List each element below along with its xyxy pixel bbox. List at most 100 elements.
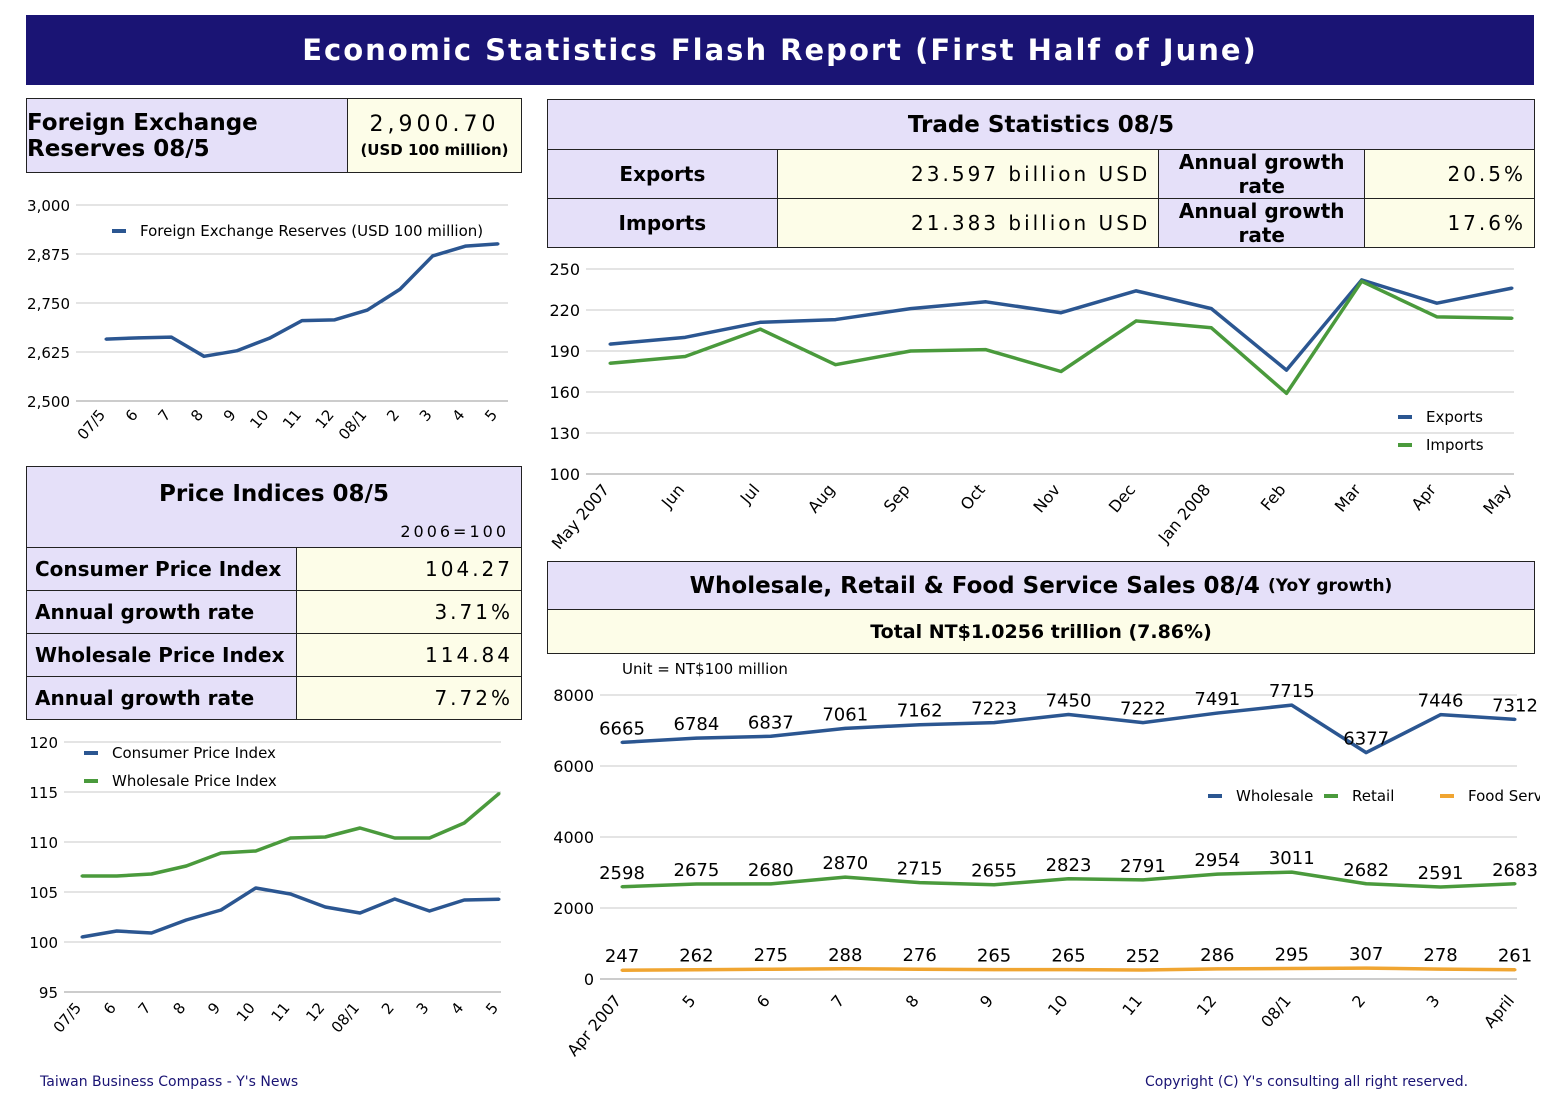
y-tick-label: 95 xyxy=(39,984,58,1002)
data-point xyxy=(137,336,141,340)
data-point xyxy=(365,308,369,312)
data-point xyxy=(323,905,327,909)
sales-title-box: Wholesale, Retail & Food Service Sales 0… xyxy=(547,561,1535,610)
data-point xyxy=(254,849,258,853)
trade-imports-rate-label: Annual growth rate xyxy=(1158,198,1366,248)
data-label: 286 xyxy=(1200,945,1234,966)
data-point xyxy=(169,335,173,339)
data-point xyxy=(1067,968,1070,972)
legend-label: Food Service xyxy=(1468,787,1540,805)
y-tick-label: 2,625 xyxy=(27,344,70,362)
data-label: 247 xyxy=(605,946,639,967)
x-tick-label: 08/1 xyxy=(335,406,370,443)
data-point xyxy=(497,792,501,796)
trade-chart: 100 130 160 190 220 250 May 2007 Jun Jul Aug Sep Oc… xyxy=(548,260,1515,553)
x-tick-label: 11 xyxy=(268,999,294,1025)
x-tick-label: 5 xyxy=(482,999,502,1018)
data-label: 261 xyxy=(1498,946,1532,967)
x-tick-label: 11 xyxy=(1118,991,1146,1019)
x-tick-label: Apr xyxy=(1408,480,1441,514)
wpi-value: 114.84 xyxy=(296,633,522,677)
data-point xyxy=(984,300,988,304)
x-tick-label: 2 xyxy=(383,406,403,425)
legend-label: Wholesale Price Index xyxy=(112,772,277,790)
data-label: 2675 xyxy=(674,860,720,881)
data-point xyxy=(219,851,223,855)
data-point xyxy=(834,363,837,367)
x-tick-label: 9 xyxy=(220,406,240,425)
x-tick-label: 08/1 xyxy=(328,999,363,1036)
x-tick-label: 7 xyxy=(135,999,155,1018)
data-point xyxy=(431,254,435,258)
data-point xyxy=(834,318,837,322)
x-tick-label: Jun xyxy=(657,480,688,512)
data-label: 265 xyxy=(1051,946,1085,967)
data-label: 6837 xyxy=(748,712,794,733)
data-point xyxy=(267,336,271,340)
x-tick-label: 5 xyxy=(678,991,699,1011)
y-tick-label: 2,875 xyxy=(27,246,70,264)
data-point xyxy=(115,929,119,933)
data-point xyxy=(1067,877,1070,881)
sales-total: Total NT$1.0256 trillion (7.86%) xyxy=(870,620,1212,643)
legend-label: Imports xyxy=(1426,436,1484,454)
data-point xyxy=(918,967,922,971)
legend-label: Consumer Price Index xyxy=(112,744,276,762)
x-tick-label: 10 xyxy=(233,999,259,1025)
x-tick-label: May xyxy=(1479,480,1515,518)
data-point xyxy=(620,968,624,972)
cpi-value: 104.27 xyxy=(296,547,522,591)
data-point xyxy=(984,348,988,352)
data-label: 7450 xyxy=(1046,691,1092,712)
data-point xyxy=(1513,968,1517,972)
data-point xyxy=(80,874,84,878)
x-tick-label: Aug xyxy=(804,480,839,516)
data-point xyxy=(620,740,624,744)
y-tick-label: 250 xyxy=(549,260,580,279)
x-tick-label: 2 xyxy=(378,999,398,1018)
footer-right: Copyright (C) Y's consulting all right r… xyxy=(1145,1074,1469,1090)
data-point xyxy=(496,242,500,246)
data-point xyxy=(1513,882,1517,886)
y-tick-label: 100 xyxy=(549,465,580,484)
data-label: 3011 xyxy=(1269,848,1315,869)
prices-row: Annual growth rate 7.72% xyxy=(26,676,522,720)
data-label: 6784 xyxy=(674,714,720,735)
data-label: 2682 xyxy=(1343,860,1389,881)
cpi-rate-label: Annual growth rate xyxy=(26,590,297,634)
cpi-rate: 3.71% xyxy=(296,590,522,634)
data-point xyxy=(393,836,397,840)
data-point xyxy=(1141,968,1145,972)
reserves-value-box: 2,900.70 (USD 100 million) xyxy=(347,98,522,173)
prices-row: Wholesale Price Index 114.84 xyxy=(26,633,522,677)
trade-row-imports: Imports 21.383 billion USD Annual growth… xyxy=(547,198,1535,248)
data-point xyxy=(1209,307,1213,311)
legend-label: Exports xyxy=(1426,408,1483,426)
x-tick-label: 8 xyxy=(187,406,207,425)
x-tick-label: 12 xyxy=(312,406,338,432)
x-tick-label: 07/5 xyxy=(50,999,85,1036)
x-tick-label: 10 xyxy=(1044,991,1072,1019)
data-point xyxy=(150,872,153,876)
data-point xyxy=(769,967,773,971)
sales-title: Wholesale, Retail & Food Service Sales 0… xyxy=(689,572,1260,599)
data-label: 2823 xyxy=(1046,855,1092,876)
data-label: 276 xyxy=(902,945,936,966)
y-tick-label: 2,500 xyxy=(27,393,70,411)
y-tick-label: 130 xyxy=(549,424,580,443)
data-point xyxy=(683,335,687,339)
data-point xyxy=(1290,870,1294,874)
data-point xyxy=(843,967,847,971)
data-point xyxy=(115,874,119,878)
x-tick-label: 8 xyxy=(902,991,923,1011)
x-tick-label: 12 xyxy=(1193,991,1221,1019)
data-point xyxy=(1209,326,1213,330)
data-point xyxy=(683,354,687,358)
x-tick-label: 2 xyxy=(1348,991,1369,1011)
data-point xyxy=(323,835,327,839)
data-point xyxy=(1510,316,1514,320)
sales-unit-label: Unit = NT$100 million xyxy=(622,660,788,678)
data-point xyxy=(289,836,292,840)
reserves-unit: (USD 100 million) xyxy=(360,141,509,159)
data-point xyxy=(428,909,431,913)
